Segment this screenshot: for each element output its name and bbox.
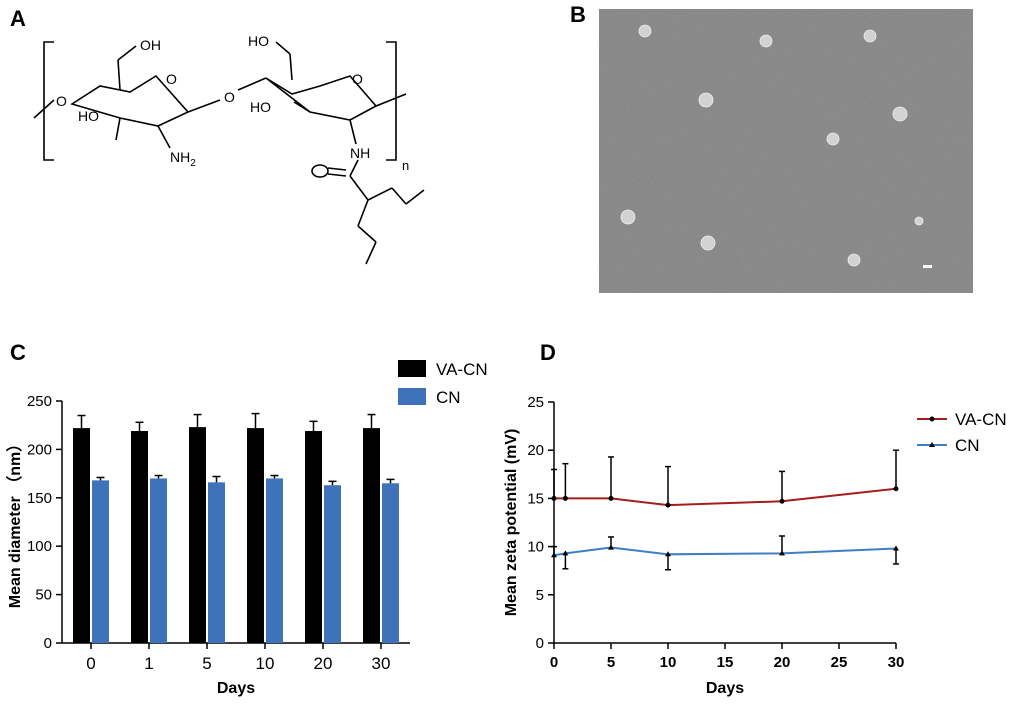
y-axis-title: Mean diameter （nm） — [6, 436, 24, 609]
particle-p1 — [638, 24, 652, 38]
data-point — [779, 498, 785, 504]
x-tick-label: 25 — [831, 654, 848, 671]
particle-p5 — [892, 106, 908, 122]
sem-micrograph — [599, 9, 973, 293]
series-line — [553, 546, 897, 557]
bar — [305, 431, 322, 643]
label-nh2: NH2 — [170, 149, 196, 169]
bar — [150, 478, 167, 643]
legend-swatch — [398, 360, 426, 377]
scale-bar — [923, 265, 932, 268]
x-tick-label: 1 — [144, 654, 153, 673]
x-tick-label: 30 — [372, 654, 391, 673]
bar — [382, 483, 399, 643]
data-point — [551, 495, 557, 501]
particle-p6 — [826, 132, 840, 146]
y-tick-label: 0 — [536, 635, 544, 652]
y-tick-label: 15 — [527, 490, 544, 507]
series-line — [554, 487, 897, 507]
label-link-oxygen-mid: O — [224, 89, 235, 105]
bar — [266, 478, 283, 643]
y-tick-label: 5 — [536, 587, 544, 604]
bar — [324, 485, 341, 643]
y-tick-label: 250 — [27, 393, 52, 410]
x-axis-title: Days — [706, 680, 744, 697]
particle-p9 — [700, 235, 716, 251]
legend-swatch — [398, 388, 426, 405]
x-tick-label: 0 — [86, 654, 95, 673]
legend-label: VA-CN — [436, 360, 488, 379]
particle-p3 — [863, 29, 877, 43]
legend-label: CN — [436, 388, 461, 407]
x-tick-label: 20 — [314, 654, 333, 673]
legend-label: VA-CN — [955, 410, 1007, 429]
y-tick-label: 200 — [27, 441, 52, 458]
particle-group — [620, 24, 924, 267]
x-tick-label: 30 — [888, 654, 905, 671]
line-chart-zeta: 0 5 10 15 20 25 0 5 10 15 20 25 30 Days Mean zeta pote… — [503, 394, 1007, 697]
legend-marker — [929, 442, 935, 447]
data-point — [779, 550, 785, 556]
bar-chart-diameter: 0 50 100 150 200 250 0 1 5 10 20 30 Days Mean diamete… — [6, 360, 488, 697]
x-tick-label: 0 — [550, 654, 558, 671]
x-tick-label: 10 — [660, 654, 677, 671]
panel-label-b: B — [570, 2, 586, 27]
data-point — [608, 495, 614, 501]
legend-label: CN — [955, 436, 980, 455]
y-tick-label: 100 — [27, 538, 52, 555]
x-tick-label: 15 — [717, 654, 734, 671]
data-point — [551, 552, 557, 558]
y-tick-label: 0 — [44, 635, 52, 652]
particle-p2 — [759, 34, 773, 48]
label-nh: NH — [350, 145, 370, 161]
label-repeat-n: n — [402, 158, 409, 173]
particle-p7 — [620, 209, 636, 225]
chemical-structure: OH HO HO HO O O O O NH2 NH n O — [20, 19, 425, 265]
bar — [363, 428, 380, 643]
label-ho-left: HO — [78, 108, 99, 124]
data-point — [893, 486, 899, 492]
x-axis-title: Days — [217, 680, 255, 697]
bar — [189, 427, 206, 643]
data-point — [562, 495, 568, 501]
x-tick-label: 5 — [202, 654, 211, 673]
bar — [131, 431, 148, 643]
data-point — [665, 551, 671, 557]
data-point — [608, 544, 614, 550]
particle-p8 — [914, 216, 924, 226]
bar — [73, 428, 90, 643]
y-tick-label: 150 — [27, 490, 52, 507]
label-ring-oxygen-right: O — [352, 71, 363, 87]
label-ring-oxygen-left: O — [166, 71, 177, 87]
y-tick-label: 50 — [35, 587, 52, 604]
label-ho-right: HO — [250, 99, 271, 115]
y-axis-title: Mean zeta potential (mV) — [503, 429, 520, 617]
label-link-oxygen-left: O — [56, 93, 67, 109]
label-ho-top: HO — [248, 33, 269, 49]
y-tick-label: 10 — [527, 539, 544, 556]
label-carbonyl-o: O — [20, 19, 21, 21]
x-tick-label: 10 — [256, 654, 275, 673]
bar — [247, 428, 264, 643]
panel-label-d: D — [540, 340, 556, 365]
particle-p4 — [698, 92, 714, 108]
micrograph-grain — [599, 9, 973, 293]
x-tick-label: 5 — [607, 654, 615, 671]
y-tick-label: 20 — [527, 442, 544, 459]
bar — [92, 480, 109, 643]
x-tick-label: 20 — [774, 654, 791, 671]
carbonyl-oxygen-mark — [311, 164, 329, 178]
legend-marker — [929, 416, 935, 422]
data-point — [562, 550, 569, 556]
label-oh: OH — [140, 37, 161, 53]
particle-p10 — [847, 253, 861, 267]
structure-bonds — [33, 41, 425, 265]
y-tick-label: 25 — [527, 394, 544, 411]
panel-label-a: A — [10, 6, 26, 31]
data-point — [893, 545, 899, 551]
panel-label-c: C — [10, 340, 26, 365]
bar — [208, 482, 225, 643]
data-point — [665, 502, 671, 508]
